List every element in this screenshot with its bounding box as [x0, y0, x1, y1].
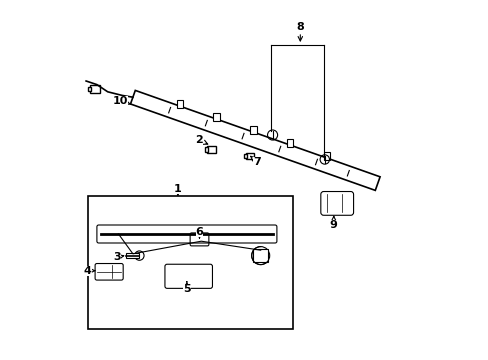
- Bar: [206, 146, 215, 153]
- Bar: [244, 154, 246, 158]
- Bar: [204, 147, 207, 152]
- Text: 7: 7: [250, 156, 261, 167]
- Bar: [213, 113, 220, 121]
- Bar: [126, 253, 139, 258]
- Bar: [250, 126, 256, 134]
- Text: 2: 2: [195, 135, 207, 145]
- Text: 10: 10: [112, 96, 130, 106]
- Bar: [286, 139, 293, 147]
- Text: 3: 3: [113, 252, 123, 262]
- Bar: [90, 85, 100, 93]
- Bar: [88, 87, 91, 91]
- Text: 6: 6: [195, 227, 203, 238]
- Text: 1: 1: [174, 184, 182, 195]
- Bar: [245, 153, 253, 159]
- Bar: [176, 100, 183, 108]
- Text: 4: 4: [84, 266, 95, 276]
- Text: 5: 5: [183, 282, 190, 294]
- Bar: [88, 196, 292, 329]
- Bar: [323, 152, 329, 160]
- Bar: [253, 249, 267, 262]
- Text: 8: 8: [296, 22, 304, 41]
- Text: 9: 9: [329, 216, 337, 230]
